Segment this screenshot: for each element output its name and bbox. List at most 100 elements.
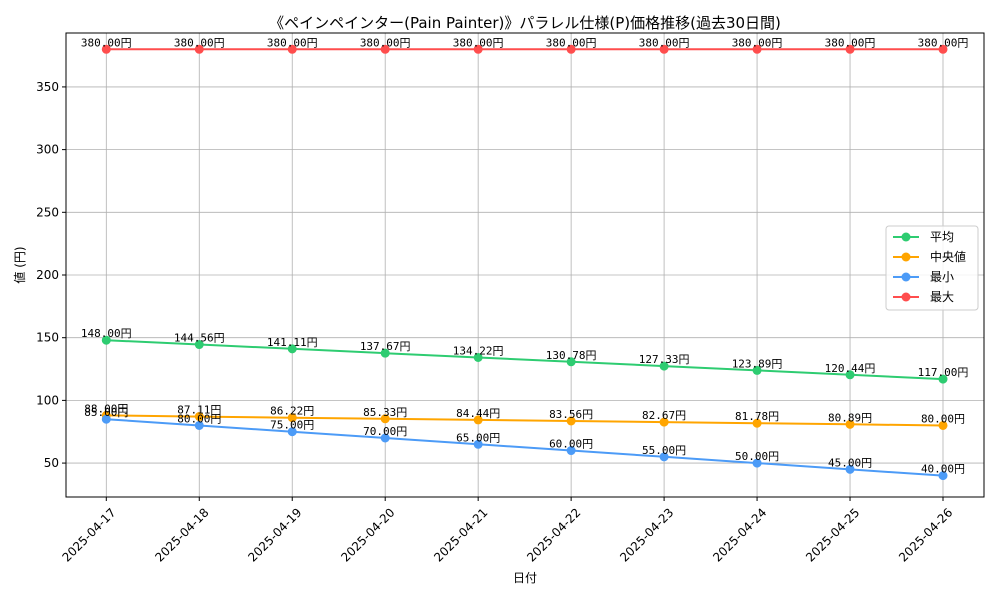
data-point [938,471,948,481]
data-label: 84.44円 [456,407,500,420]
legend-label: 最小 [930,270,954,284]
data-label: 123.89円 [732,357,783,370]
y-tick-label: 50 [44,456,59,470]
y-tick-label: 200 [36,268,59,282]
data-point [566,44,576,54]
data-label: 130.78円 [546,349,597,362]
data-label: 380.00円 [360,36,411,49]
data-label: 50.00円 [735,450,779,463]
data-label: 120.44円 [825,362,876,375]
data-label: 380.00円 [732,36,783,49]
data-label: 81.78円 [735,410,779,423]
data-point [101,335,111,345]
data-point [752,458,762,468]
data-point [659,417,669,427]
legend-marker [901,272,911,282]
data-label: 380.00円 [546,36,597,49]
data-label: 83.56円 [549,408,593,421]
data-point [473,352,483,362]
data-label: 80.00円 [921,412,965,425]
data-label: 380.00円 [81,36,132,49]
data-label: 80.89円 [828,411,872,424]
data-label: 45.00円 [828,456,872,469]
data-point [473,439,483,449]
data-label: 380.00円 [918,36,969,49]
data-point [380,414,390,424]
data-point [938,44,948,54]
data-point [473,415,483,425]
data-point [287,413,297,423]
data-point [752,365,762,375]
y-tick-label: 250 [36,205,59,219]
data-point [845,44,855,54]
data-point [194,340,204,350]
data-label: 86.22円 [270,405,314,418]
series-line-2 [106,418,944,477]
data-label: 137.67円 [360,340,411,353]
data-label: 82.67円 [642,409,686,422]
data-point [566,357,576,367]
y-tick-label: 300 [36,143,59,157]
data-point [380,44,390,54]
data-label: 55.00円 [642,444,686,457]
y-axis-label: 値 (円) [12,246,27,283]
data-point [845,370,855,380]
data-label: 85.33円 [363,406,407,419]
data-point [566,416,576,426]
data-point [287,427,297,437]
data-label: 88.00円 [84,402,128,415]
data-point [287,44,297,54]
data-point [194,412,204,422]
data-label: 127.33円 [639,353,690,366]
legend-marker [901,252,911,262]
data-label: 80.00円 [177,412,221,425]
data-point [752,44,762,54]
data-label: 380.00円 [174,36,225,49]
data-point [380,348,390,358]
legend-marker [901,232,911,242]
legend-box [885,225,979,311]
series [101,44,948,481]
data-label: 144.56円 [174,332,225,345]
plot-frame [65,32,985,498]
series-line-0 [106,339,944,381]
data-point [938,420,948,430]
data-label: 87.11円 [177,404,221,417]
data-point [659,361,669,371]
y-tick-label: 350 [36,80,59,94]
data-point [473,44,483,54]
data-label: 380.00円 [267,36,318,49]
data-point [659,44,669,54]
data-point [101,44,111,54]
data-point [752,418,762,428]
data-label: 134.22円 [453,344,504,357]
data-point [380,433,390,443]
data-point [845,464,855,474]
data-label: 85.00円 [84,406,128,419]
data-label: 75.00円 [270,419,314,432]
data-label: 380.00円 [639,36,690,49]
legend-label: 最大 [930,290,954,304]
legend-label: 中央値 [930,249,966,264]
data-point [845,419,855,429]
data-point [287,344,297,354]
legend-label: 平均 [930,230,954,244]
x-axis-label: 日付 [513,571,537,585]
data-point [938,374,948,384]
data-label: 117.00円 [918,366,969,379]
legend-marker [901,292,911,302]
y-tick-label: 150 [36,331,59,345]
data-label: 70.00円 [363,425,407,438]
chart-title: 《ペインペインター(Pain Painter)》パラレル仕様(P)価格推移(過去… [269,14,781,32]
series-line-1 [106,414,944,427]
data-point [566,446,576,456]
data-label: 60.00円 [549,438,593,451]
data-label: 380.00円 [825,36,876,49]
data-label: 65.00円 [456,431,500,444]
data-label: 141.11円 [267,336,318,349]
data-labels: 148.00円 144.56円 141.11円 137.67円 134.22円 130.7… [81,36,968,475]
data-point [194,44,204,54]
data-point [101,414,111,424]
